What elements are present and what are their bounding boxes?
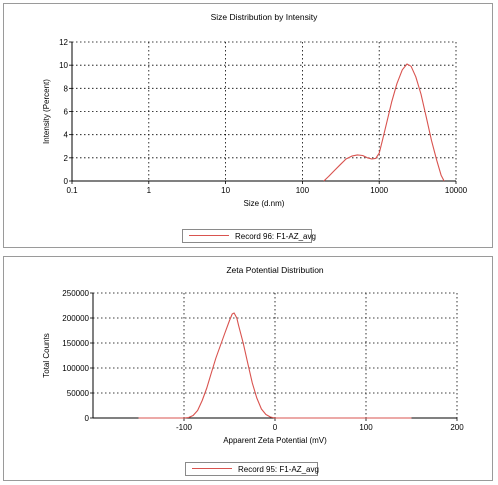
x-tick-label: 1 — [147, 186, 152, 195]
y-tick-label: 150000 — [62, 339, 89, 348]
x-tick-label: 1000 — [370, 186, 388, 195]
y-tick-label: 4 — [64, 131, 69, 140]
legend-line-swatch — [189, 235, 229, 237]
y-tick-label: 2 — [64, 154, 69, 163]
legend-label: Record 96: F1-AZ_avg — [235, 232, 316, 241]
y-tick-label: 200000 — [62, 314, 89, 323]
y-tick-label: 100000 — [62, 364, 89, 373]
chart-title: Zeta Potential Distribution — [226, 265, 324, 275]
y-tick-label: 6 — [64, 108, 69, 117]
y-tick-label: 8 — [64, 84, 69, 93]
x-tick-label: 100 — [359, 423, 373, 432]
x-tick-label: -100 — [176, 423, 193, 432]
x-tick-label: 10000 — [445, 186, 468, 195]
y-axis-label: Intensity (Percent) — [42, 79, 51, 144]
zeta-potential-legend: Record 95: F1-AZ_avg — [185, 462, 319, 476]
legend-line-swatch — [192, 468, 232, 470]
x-tick-label: 0 — [273, 423, 278, 432]
zeta-potential-panel: Zeta Potential Distribution -100 0 100 200 0 5… — [3, 256, 493, 481]
y-tick-label: 50000 — [67, 389, 90, 398]
x-tick-label: 10 — [221, 186, 230, 195]
x-tick-label: 200 — [450, 423, 464, 432]
series-line — [138, 312, 412, 419]
y-tick-label: 0 — [85, 414, 90, 423]
y-tick-label: 0 — [64, 177, 69, 186]
zeta-potential-chart: Zeta Potential Distribution -100 0 100 200 0 5… — [42, 265, 464, 445]
x-tick-label: 0.1 — [66, 186, 78, 195]
size-distribution-legend: Record 96: F1-AZ_avg — [182, 229, 316, 243]
legend-label: Record 95: F1-AZ_avg — [238, 465, 319, 474]
series-line — [323, 63, 445, 182]
x-axis-label: Size (d.nm) — [244, 199, 285, 208]
chart-title: Size Distribution by Intensity — [211, 12, 319, 22]
y-axis-label: Total Counts — [42, 333, 51, 377]
x-axis-label: Apparent Zeta Potential (mV) — [223, 436, 327, 445]
x-tick-label: 100 — [296, 186, 310, 195]
y-tick-label: 250000 — [62, 289, 89, 298]
size-distribution-panel: Size Distribution by Intensity 0.1 1 10 100 1… — [3, 3, 493, 248]
y-tick-label: 10 — [59, 61, 68, 70]
y-tick-label: 12 — [59, 38, 68, 47]
